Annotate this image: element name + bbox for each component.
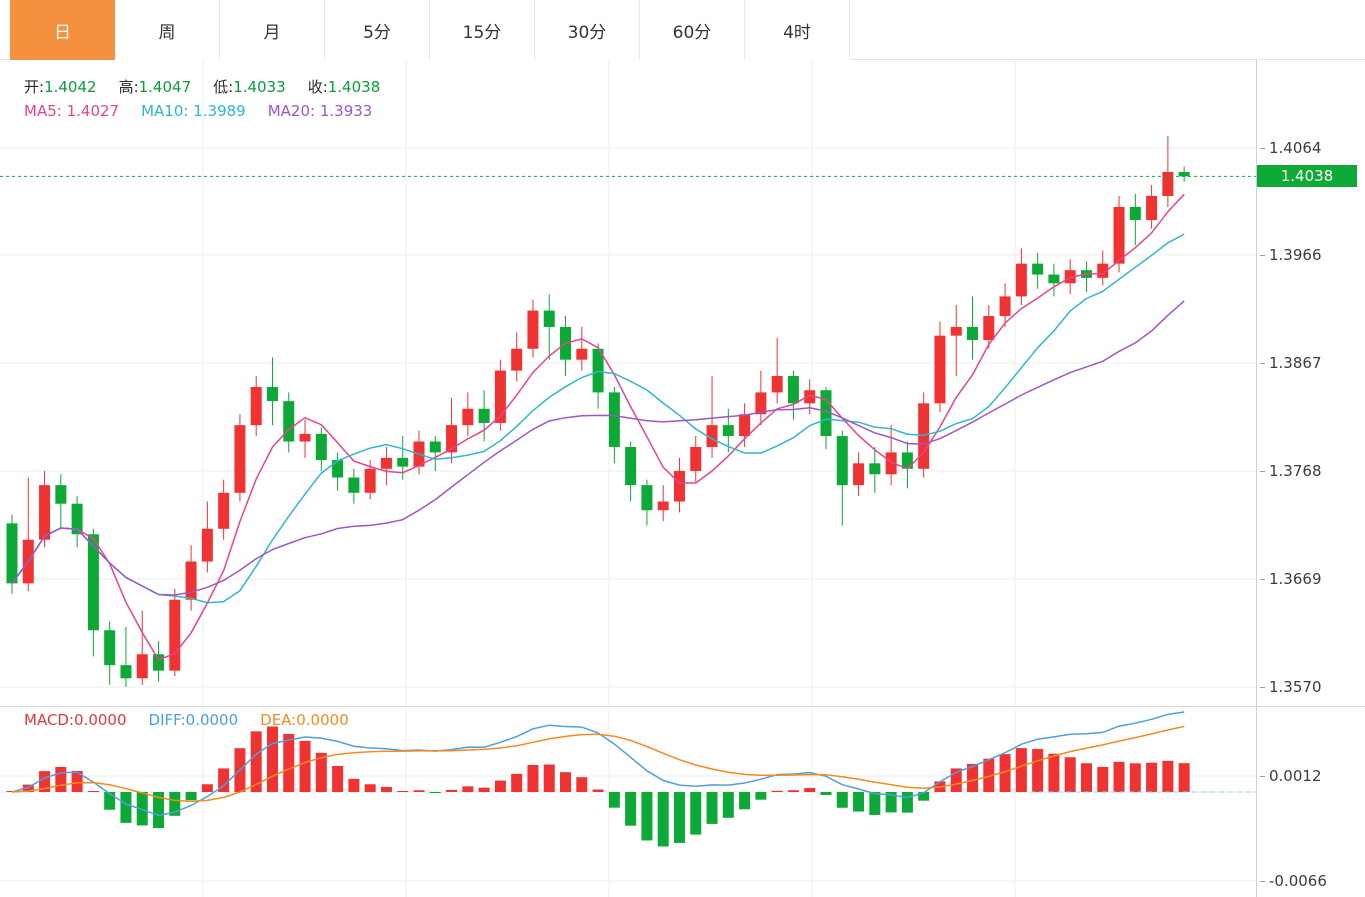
diff-label: DIFF: [148, 711, 186, 729]
price-axis [1256, 60, 1365, 897]
high-value: 1.4047 [138, 78, 192, 96]
close-value: 1.4038 [327, 78, 381, 96]
timeframe-tab-month[interactable]: 月 [220, 0, 325, 60]
ma10-label: MA10: [141, 102, 189, 120]
ma5-value: 1.4027 [66, 102, 120, 120]
price-axis-label: 1.3867 [1260, 354, 1322, 372]
price-axis-label: 1.4064 [1260, 139, 1322, 157]
dea-label: DEA: [260, 711, 297, 729]
timeframe-tab-week[interactable]: 周 [115, 0, 220, 60]
panel-divider [0, 706, 1365, 707]
timeframe-tab-15min[interactable]: 15分 [430, 0, 535, 60]
macd-chart[interactable] [0, 706, 1256, 897]
macd-value: 0.0000 [74, 711, 127, 729]
timeframe-tab-30min[interactable]: 30分 [535, 0, 640, 60]
ma20-value: 1.3933 [319, 102, 373, 120]
ma10-value: 1.3989 [193, 102, 246, 120]
current-price-tag: 1.4038 [1257, 165, 1357, 188]
price-axis-label: 1.3669 [1260, 570, 1322, 588]
open-value: 1.4042 [44, 78, 97, 96]
macd-readout: MACD:0.0000 DIFF:0.0000 DEA:0.0000 [24, 711, 371, 729]
ma5-label: MA5: [24, 102, 62, 120]
price-axis-label: 1.3768 [1260, 462, 1322, 480]
price-axis-label: 1.3966 [1260, 246, 1322, 264]
timeframe-tab-5min[interactable]: 5分 [325, 0, 430, 60]
ma20-label: MA20: [267, 102, 316, 120]
macd-label: MACD: [24, 711, 75, 729]
low-value: 1.4033 [233, 78, 286, 96]
dea-value: 0.0000 [296, 711, 349, 729]
high-label: 高: [118, 78, 139, 96]
diff-value: 0.0000 [185, 711, 239, 729]
timeframe-tabbar: 日周月 5分 15分 30分 60分 4时 [0, 0, 1365, 60]
price-axis-label: 1.3570 [1260, 678, 1322, 696]
timeframe-tab-60min[interactable]: 60分 [640, 0, 745, 60]
timeframe-tab-4hour[interactable]: 4时 [745, 0, 850, 60]
timeframe-tab-day[interactable]: 日 [10, 0, 115, 60]
low-label: 低: [213, 78, 234, 96]
macd-axis-label: -0.0066 [1260, 872, 1327, 890]
candlestick-chart[interactable] [0, 60, 1256, 706]
open-label: 开: [24, 78, 45, 96]
close-label: 收: [307, 78, 328, 96]
ohlc-readout: 开:1.4042 高:1.4047 低:1.4033 收:1.4038 [24, 76, 380, 97]
macd-axis-label: 0.0012 [1260, 767, 1322, 785]
ma-readout: MA5: 1.4027 MA10: 1.3989 MA20: 1.3933 [24, 102, 394, 120]
